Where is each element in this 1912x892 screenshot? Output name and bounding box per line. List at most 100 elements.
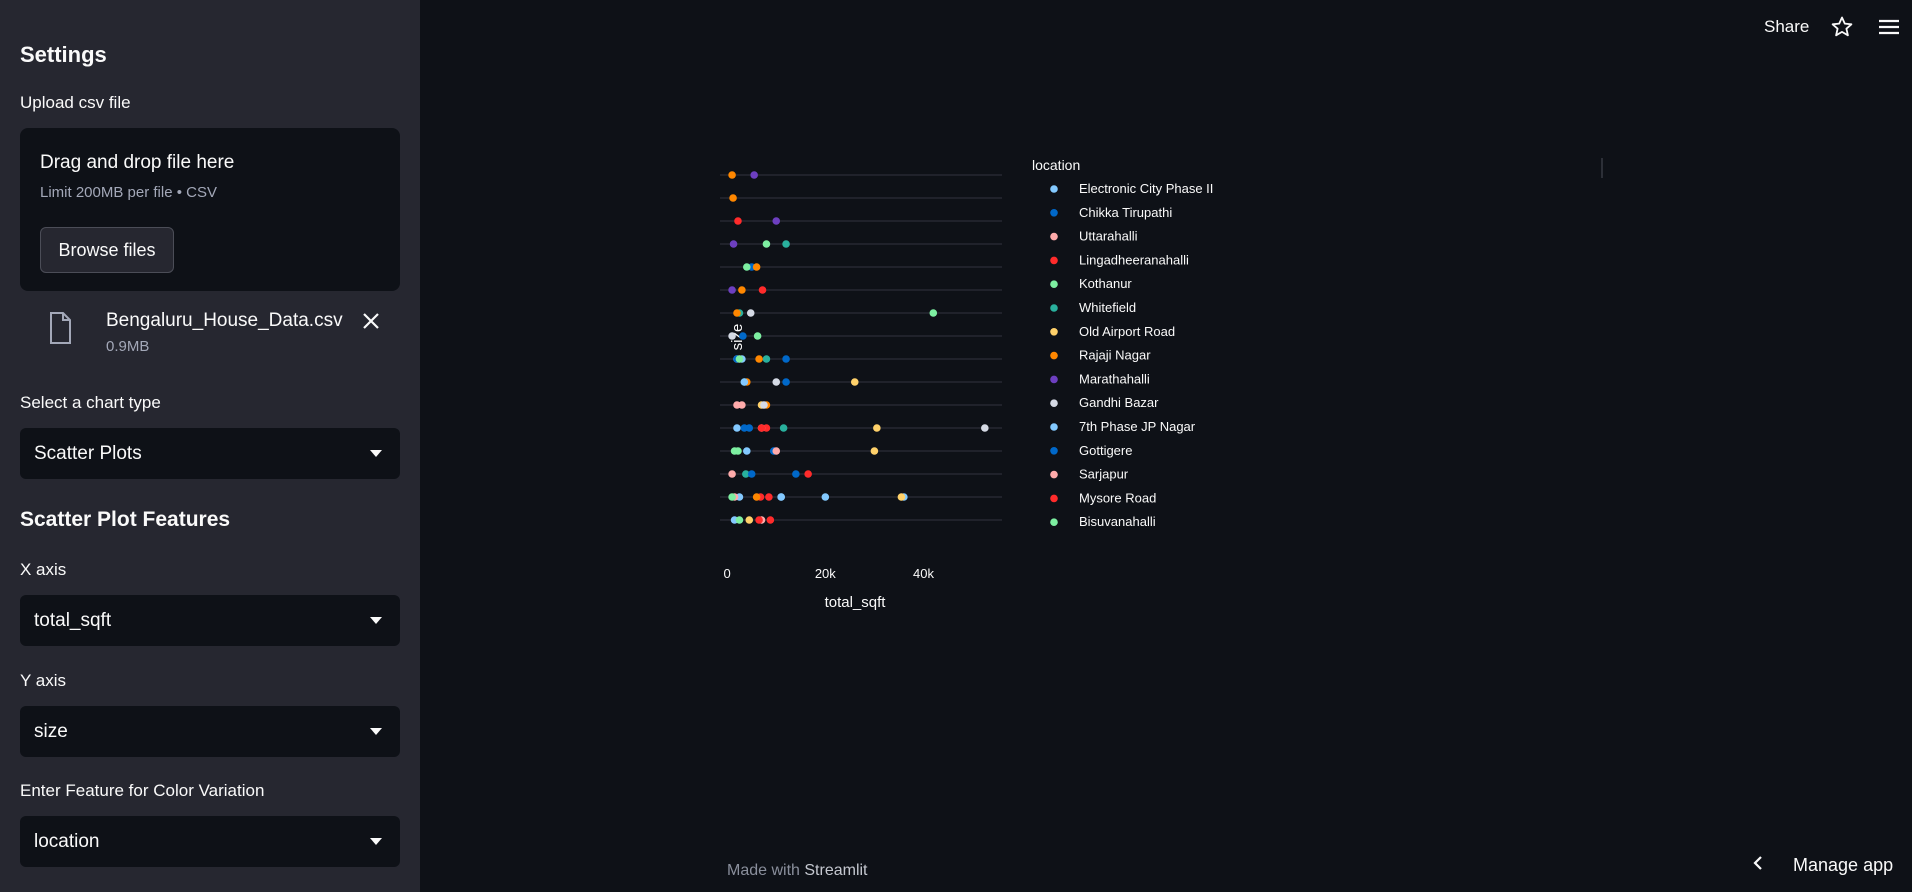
legend-marker xyxy=(1050,470,1058,479)
close-icon[interactable] xyxy=(356,306,386,336)
chart-type-label: Select a chart type xyxy=(20,393,161,412)
legend-item: Gottigere xyxy=(1079,443,1132,458)
star-icon[interactable] xyxy=(1830,15,1854,39)
caret-down-icon xyxy=(370,728,382,735)
file-size: 0.9MB xyxy=(106,338,150,355)
legend-marker xyxy=(1050,494,1058,503)
legend-item: Marathahalli xyxy=(1079,371,1150,386)
data-point xyxy=(792,470,800,478)
chart-type-select[interactable]: Scatter Plots xyxy=(20,428,400,479)
legend-item: Sarjapur xyxy=(1079,467,1129,482)
upload-label: Upload csv file xyxy=(20,93,131,112)
legend-marker xyxy=(1050,423,1058,431)
legend-marker xyxy=(1050,351,1058,360)
data-point xyxy=(758,286,767,294)
legend-item: Mysore Road xyxy=(1079,490,1156,505)
legend-item: 7th Phase JP Nagar xyxy=(1079,419,1196,434)
legend-item: Electronic City Phase II xyxy=(1079,181,1213,196)
data-point xyxy=(757,424,766,432)
data-point xyxy=(772,447,781,455)
data-point xyxy=(729,194,737,202)
legend-marker xyxy=(1050,232,1058,241)
legend-item: Uttarahalli xyxy=(1079,229,1138,244)
legend-marker xyxy=(1050,256,1058,265)
data-point xyxy=(897,493,906,501)
legend-item: Old Airport Road xyxy=(1079,324,1175,339)
legend-item: Chikka Tirupathi xyxy=(1079,205,1172,220)
y-axis-label: Y axis xyxy=(20,671,66,690)
x-tick-label: 40k xyxy=(913,566,934,581)
color-feature-select[interactable]: location xyxy=(20,816,400,867)
legend-marker xyxy=(1050,280,1058,288)
data-point xyxy=(766,516,775,524)
data-point xyxy=(739,332,747,340)
browse-files-button[interactable]: Browse files xyxy=(40,227,174,273)
x-axis-title: total_sqft xyxy=(825,594,887,611)
legend-marker xyxy=(1050,328,1058,336)
file-icon xyxy=(50,312,71,344)
data-point xyxy=(750,171,758,179)
scatter-chart: 18 Bedroom14 BHK19 BHK27 BHK11 BHK8 BHK9… xyxy=(622,150,1620,630)
y-axis-value: size xyxy=(34,721,68,742)
data-point xyxy=(873,424,881,432)
hamburger-menu-icon[interactable] xyxy=(1876,15,1902,39)
data-point xyxy=(735,516,744,524)
manage-app-label: Manage app xyxy=(1793,855,1894,875)
data-point xyxy=(765,493,773,501)
caret-down-icon xyxy=(370,838,382,845)
data-point xyxy=(772,217,781,225)
data-point xyxy=(779,424,788,432)
data-point xyxy=(733,401,741,409)
data-point xyxy=(733,309,741,317)
data-point xyxy=(755,516,763,524)
data-point xyxy=(740,424,749,432)
data-point xyxy=(755,355,763,363)
x-axis-select[interactable]: total_sqft xyxy=(20,595,400,646)
share-button[interactable]: Share xyxy=(1764,17,1810,36)
legend-marker xyxy=(1050,447,1058,455)
data-point xyxy=(804,470,812,478)
streamlit-link[interactable]: Streamlit xyxy=(804,862,868,879)
data-point xyxy=(777,493,785,501)
x-tick-label: 0 xyxy=(724,566,731,581)
dropzone-limit: Limit 200MB per file • CSV xyxy=(40,184,217,201)
data-point xyxy=(762,240,771,248)
data-point xyxy=(735,355,744,363)
data-point xyxy=(728,286,736,294)
legend-item: Kothanur xyxy=(1079,276,1132,291)
features-title: Scatter Plot Features xyxy=(20,508,231,531)
data-point xyxy=(728,332,736,340)
legend-item: Rajaji Nagar xyxy=(1079,348,1151,363)
data-point xyxy=(747,470,756,478)
data-point xyxy=(743,447,751,455)
data-point xyxy=(762,355,771,363)
data-point xyxy=(743,263,751,271)
file-dropzone[interactable]: Drag and drop file here Limit 200MB per … xyxy=(20,128,400,291)
manage-app-button[interactable]: Manage app xyxy=(1752,855,1893,876)
data-point xyxy=(730,447,739,455)
caret-down-icon xyxy=(370,617,382,624)
data-point xyxy=(745,516,754,524)
data-point xyxy=(929,309,938,317)
dropzone-text: Drag and drop file here xyxy=(40,152,235,173)
sidebar-title: Settings xyxy=(20,42,107,67)
legend-marker xyxy=(1050,375,1058,384)
legend-marker xyxy=(1050,399,1058,407)
sidebar: Settings Upload csv file Drag and drop f… xyxy=(0,0,420,892)
data-point xyxy=(728,493,736,501)
data-point xyxy=(981,424,989,432)
y-axis-select[interactable]: size xyxy=(20,706,400,757)
legend-marker xyxy=(1050,518,1058,526)
legend-marker xyxy=(1050,209,1058,217)
data-point xyxy=(782,240,790,248)
x-tick-label: 20k xyxy=(815,566,836,581)
data-point xyxy=(772,378,781,386)
data-point xyxy=(729,240,738,248)
chart-svg: 18 Bedroom14 BHK19 BHK27 BHK11 BHK8 BHK9… xyxy=(622,157,1603,611)
chevron-left-icon xyxy=(1752,855,1764,876)
file-name: Bengaluru_House_Data.csv xyxy=(106,310,343,331)
legend-marker xyxy=(1050,185,1058,193)
legend-item: Gandhi Bazar xyxy=(1079,395,1159,410)
data-point xyxy=(738,286,746,294)
data-point xyxy=(850,378,859,386)
